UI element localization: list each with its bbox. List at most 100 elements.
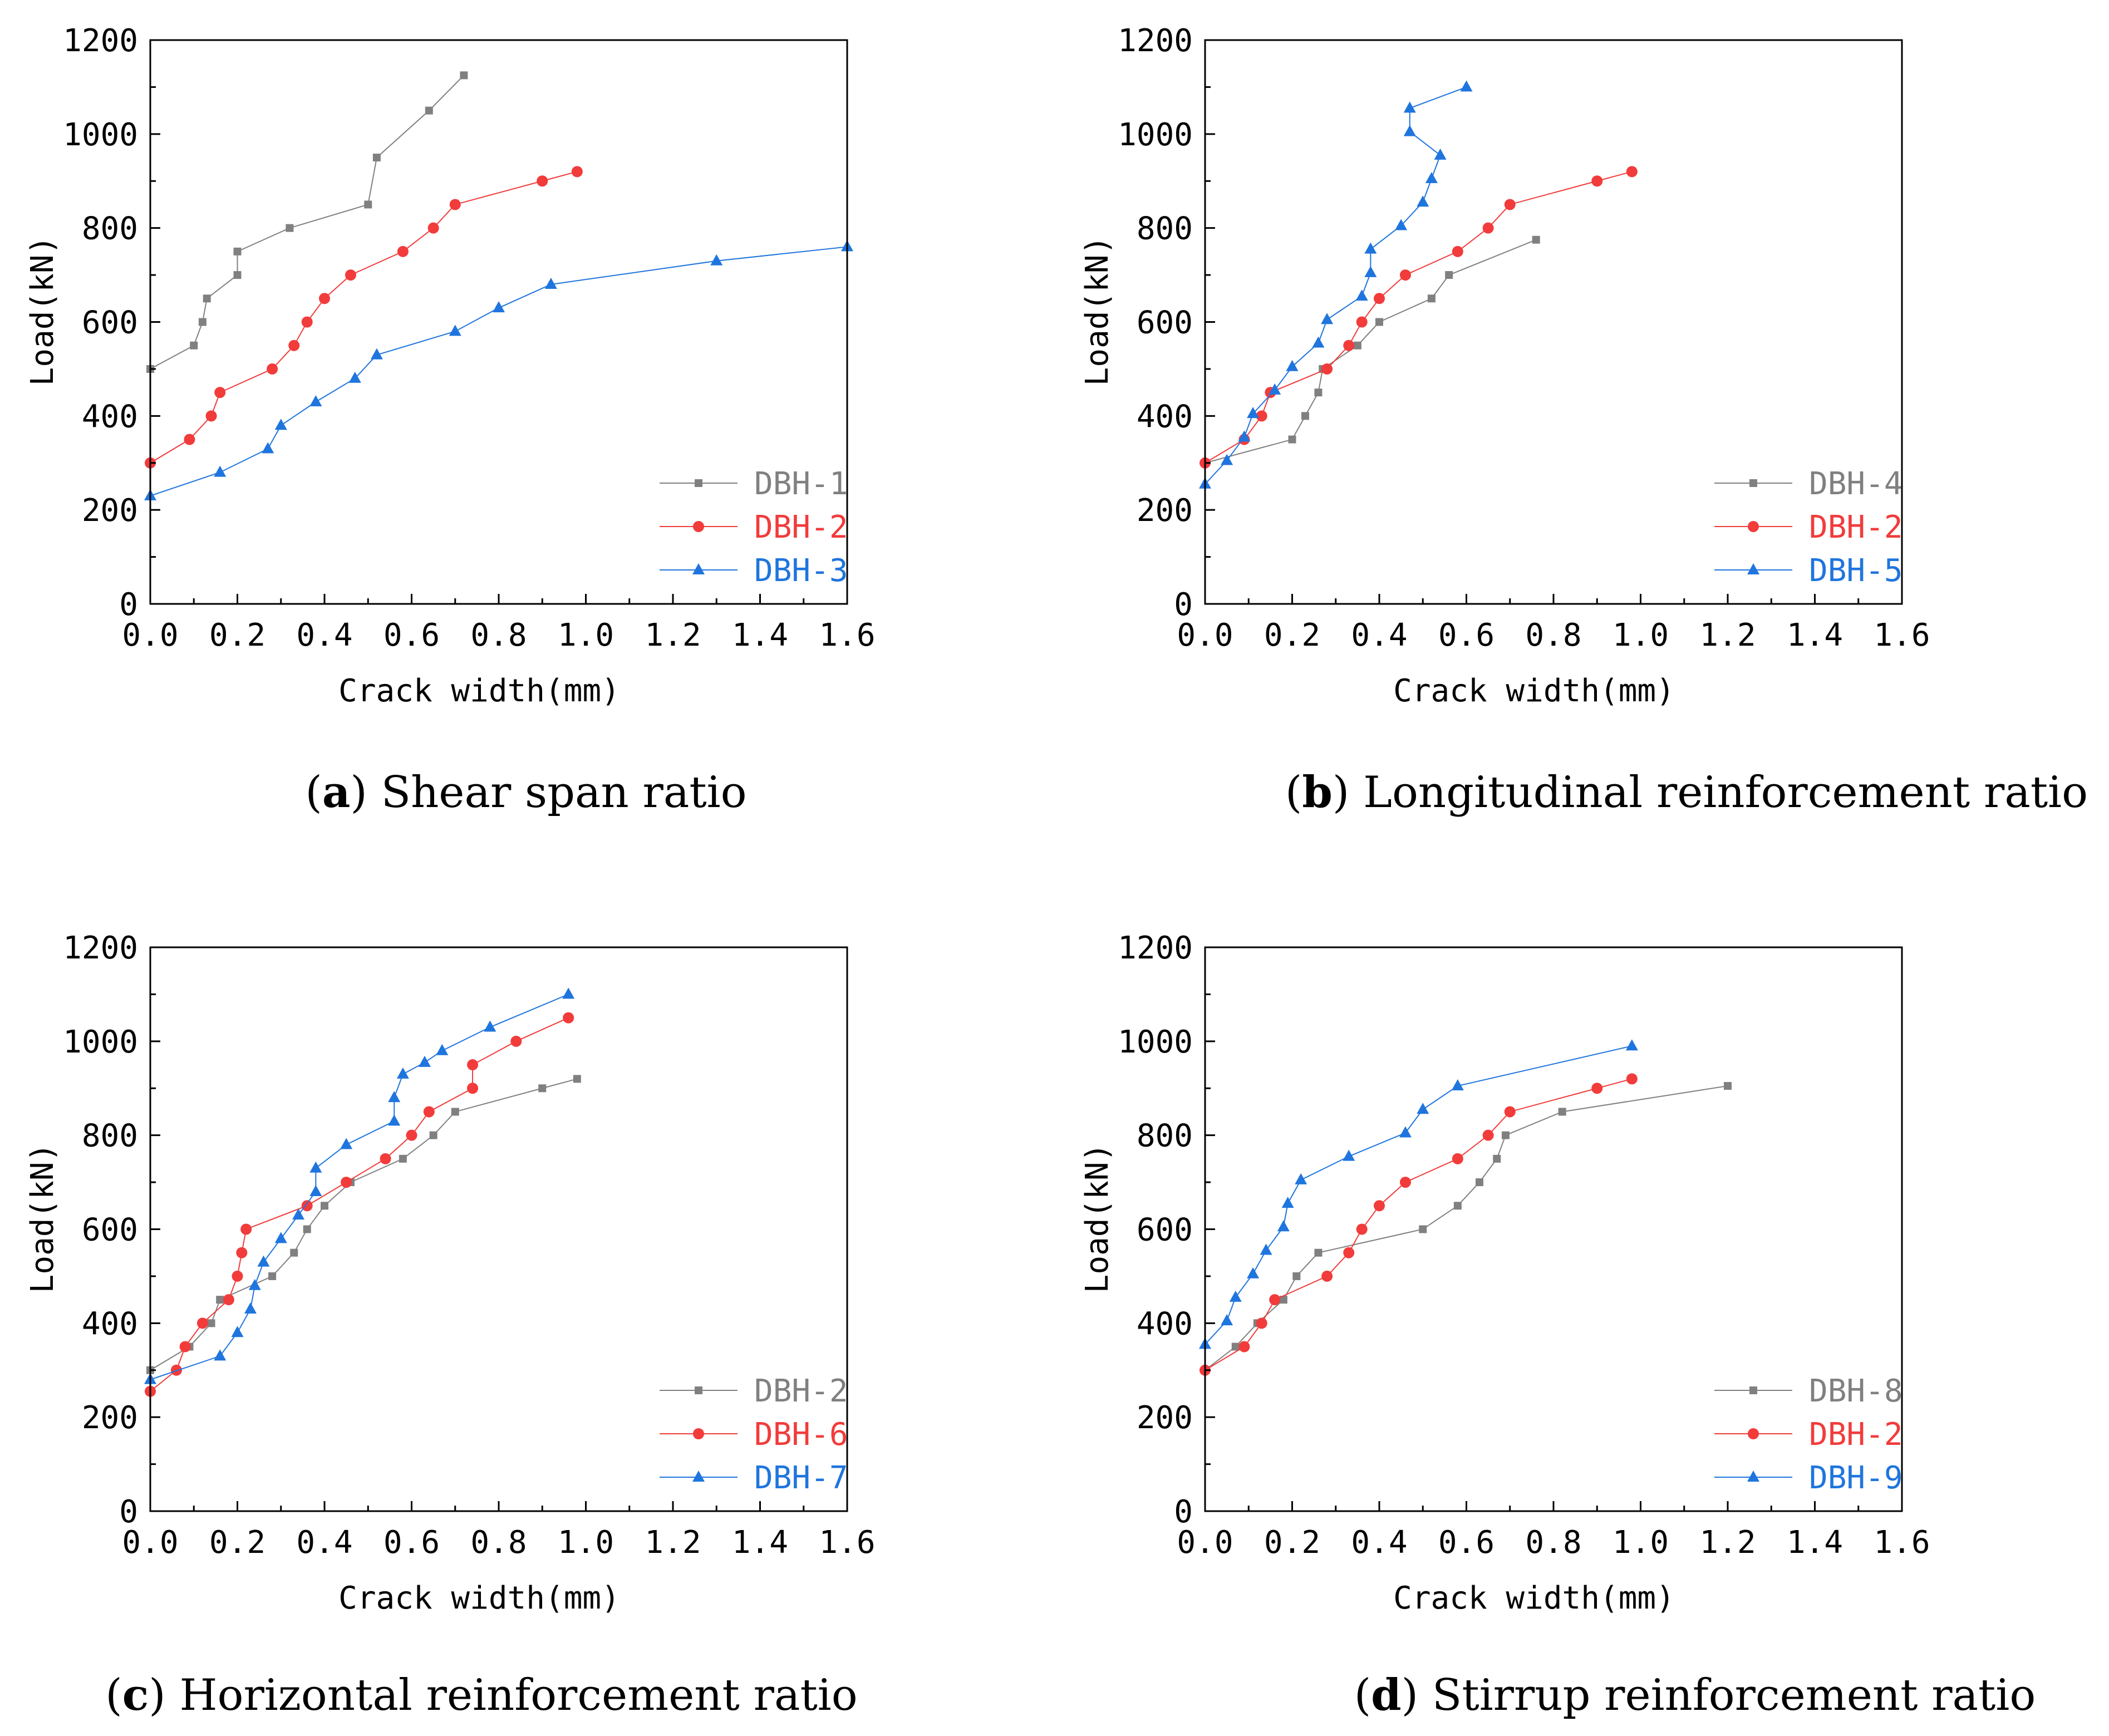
data-point [1355,289,1368,301]
data-point [1427,294,1436,303]
x-axis-title: Crack width(mm) [338,673,620,709]
data-point [396,1067,409,1079]
y-tick-label: 1000 [63,1024,138,1060]
data-point [290,1248,298,1257]
y-tick-label: 1200 [63,23,138,59]
y-tick-label: 200 [82,1400,138,1436]
data-point [449,199,461,210]
x-tick-label: 0.6 [384,1524,440,1561]
data-point [538,1084,547,1093]
data-point [1288,435,1296,444]
y-tick-label: 1000 [63,117,138,153]
data-point [345,269,356,281]
data-point [1434,148,1447,160]
data-point [1321,363,1333,375]
data-point [1493,1154,1501,1163]
y-tick-label: 400 [1137,399,1193,435]
data-point [436,1044,449,1055]
data-point [214,1349,227,1361]
x-tick-label: 1.4 [1787,1524,1843,1561]
y-axis-title: Load(kN) [24,236,61,386]
data-point [214,387,226,399]
data-point [493,301,505,313]
data-point [423,1106,435,1118]
y-tick-label: 200 [82,493,138,529]
series-dbh-5 [1199,80,1473,489]
chart-a: 0.0 0.2 0.4 0.6 0.8 1.0 1.2 1.4 1.6 0 200 400 600 800… [24,23,876,709]
legend-marker [695,479,702,487]
series-dbh-3 [144,240,853,500]
x-axis-title: Crack width(mm) [1393,673,1675,709]
x-axis-title: Crack width(mm) [1393,1580,1675,1616]
data-point [1321,1270,1333,1282]
data-point [340,1138,353,1149]
caption-title: Horizontal reinforcement ratio [179,1670,858,1720]
series-dbh-7 [144,987,575,1384]
x-tick-label: 1.0 [558,617,614,653]
x-tick-label: 0.0 [1177,1524,1233,1561]
data-point [341,1177,352,1188]
data-point [1403,125,1416,136]
legend-label: DBH-1 [754,466,848,502]
data-point [460,71,468,80]
y-tick-label: 800 [82,211,138,247]
series-dbh-4 [1201,235,1540,467]
x-tick-label: 1.6 [1874,1524,1930,1561]
y-tick-label: 1000 [1118,117,1193,153]
data-point [244,1302,257,1314]
x-tick-label: 0.2 [209,1524,266,1561]
data-point [1452,245,1463,257]
data-point [274,419,287,430]
data-point [571,166,583,178]
data-point [1343,1149,1355,1161]
legend: DBH-4 DBH-2 DBH-5 [1714,466,1903,589]
data-point [1286,360,1299,371]
data-point [184,434,195,445]
data-point [563,1012,574,1024]
data-point [1591,175,1603,187]
y-tick-label: 200 [1137,1400,1193,1436]
data-point [1504,1106,1516,1118]
y-tick-label: 0 [119,1494,138,1530]
data-point [429,1131,437,1139]
y-tick-label: 0 [1174,1494,1193,1530]
data-point [233,247,242,255]
data-point [1343,340,1355,351]
data-point [1229,1290,1242,1302]
legend-label: DBH-8 [1809,1373,1903,1409]
series-line [1205,239,1537,464]
data-point [397,245,409,257]
caption-d: (d) Stirrup reinforcement ratio [1354,1670,2036,1720]
plot-frame [1204,39,1903,605]
data-point [1321,313,1334,324]
data-point [207,1319,215,1327]
data-point [1356,1223,1368,1235]
y-tick-label: 600 [1137,1212,1193,1248]
data-point [1343,1247,1355,1258]
data-point [1417,1103,1429,1114]
x-tick-label: 1.4 [1787,617,1843,653]
data-point [292,1208,305,1220]
data-point [1626,1073,1638,1085]
data-point [1625,1039,1638,1051]
data-point [268,1272,277,1280]
x-tick-label: 0.4 [296,617,352,653]
legend-marker [695,1386,702,1394]
chart-d: 0.0 0.2 0.4 0.6 0.8 1.0 1.2 1.4 1.6 0 200 400 600 800… [1079,930,1930,1616]
y-tick-label: 1200 [1118,930,1193,966]
legend-label: DBH-2 [1809,509,1903,545]
data-point [1504,199,1516,210]
caption-b: (b) Longitudinal reinforcement ratio [1285,767,2088,818]
legend-marker [1748,1428,1759,1439]
legend-label: DBH-7 [754,1460,848,1496]
legend-label: DBH-2 [754,1373,848,1409]
x-tick-label: 1.0 [1613,1524,1669,1561]
data-point [301,1200,313,1212]
y-tick-label: 400 [1137,1306,1193,1342]
x-tick-label: 1.2 [1699,617,1756,653]
data-point [1295,1173,1307,1184]
data-point [223,1294,234,1306]
caption-c: (c) Horizontal reinforcement ratio [105,1670,858,1720]
legend-label: DBH-2 [754,509,848,545]
data-point [286,224,294,232]
